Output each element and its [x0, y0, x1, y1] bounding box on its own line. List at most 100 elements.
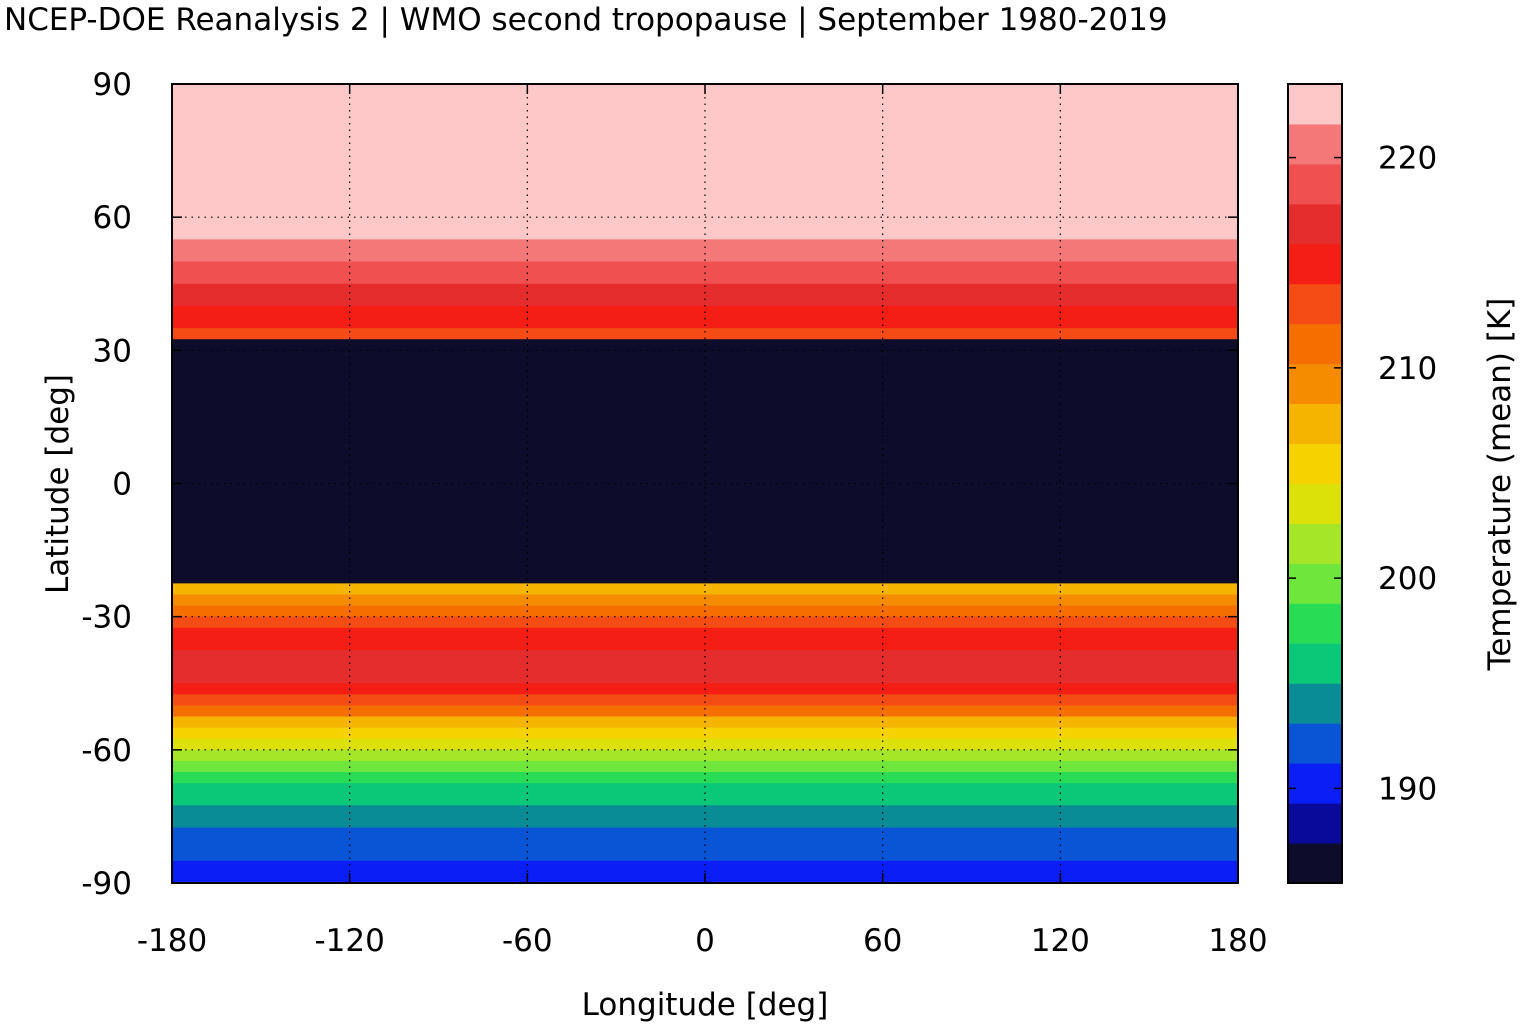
- colorbar: [1288, 84, 1342, 884]
- x-tick-label: -180: [137, 923, 207, 959]
- heatmap-cell: [172, 561, 1238, 573]
- colorbar-segment: [1288, 563, 1342, 604]
- heatmap-cell: [172, 250, 1238, 263]
- heatmap-cell: [172, 272, 1238, 285]
- y-tick-label: 0: [112, 467, 132, 503]
- heatmap-cell: [172, 405, 1238, 418]
- colorbar-tick-label: 190: [1378, 771, 1437, 807]
- heatmap-cell: [172, 283, 1238, 296]
- colorbar-segment: [1288, 243, 1342, 285]
- heatmap-cell: [172, 372, 1238, 385]
- x-axis-title: Longitude [deg]: [582, 987, 829, 1023]
- heatmap-cell: [172, 439, 1238, 451]
- heatmap-cell: [172, 194, 1238, 207]
- y-tick-label: 60: [93, 200, 132, 236]
- heatmap-cell: [172, 849, 1238, 862]
- colorbar-segment: [1288, 123, 1342, 165]
- colorbar-segment: [1288, 403, 1342, 445]
- heatmap-cell: [172, 616, 1238, 629]
- y-tick-label: 30: [93, 333, 132, 369]
- heatmap-cell: [172, 705, 1238, 718]
- colorbar-segment: [1288, 683, 1342, 724]
- colorbar-segment: [1288, 643, 1342, 684]
- gridlines: [172, 84, 1238, 883]
- colorbar-segment: [1288, 803, 1342, 844]
- heatmap-cell: [172, 783, 1238, 795]
- heatmap-cell: [172, 627, 1238, 640]
- heatmap-cell: [172, 472, 1238, 485]
- colorbar-segment: [1288, 523, 1342, 564]
- heatmap-cell: [172, 749, 1238, 762]
- y-tick-label: -60: [81, 733, 132, 769]
- heatmap-cell: [172, 860, 1238, 873]
- heatmap-cell: [172, 727, 1238, 740]
- heatmap-cell: [172, 350, 1238, 363]
- x-tick-label: 180: [1208, 923, 1267, 959]
- colorbar-segment: [1288, 443, 1342, 484]
- heatmap-cell: [172, 361, 1238, 374]
- y-tick-label: -90: [81, 866, 132, 902]
- heatmap-cell: [172, 217, 1238, 229]
- colorbar-segment: [1288, 843, 1342, 884]
- heatmap-cell: [172, 827, 1238, 840]
- x-tick-label: -60: [502, 923, 553, 959]
- heatmap-cell: [172, 450, 1238, 462]
- heatmap-cell: [172, 206, 1238, 218]
- colorbar-segment: [1288, 84, 1342, 125]
- chart-title: NCEP-DOE Reanalysis 2 | WMO second tropo…: [4, 2, 1168, 38]
- colorbar-segment: [1288, 163, 1342, 205]
- y-tick-label: 90: [93, 67, 132, 103]
- heatmap-cell: [172, 106, 1238, 118]
- heatmap-cell: [172, 638, 1238, 651]
- heatmap-cell: [172, 538, 1238, 551]
- heatmap-cell: [172, 505, 1238, 518]
- colorbar-ticks: 190 200 210 220: [1288, 141, 1437, 807]
- heatmap-cell: [172, 294, 1238, 307]
- colorbar-segment: [1288, 603, 1342, 644]
- heatmap-cell: [172, 172, 1238, 185]
- colorbar-title: Temperature (mean) [K]: [1482, 298, 1518, 672]
- colorbar-tick-label: 220: [1378, 141, 1437, 177]
- heatmap-cell: [172, 461, 1238, 474]
- x-tick-label: -120: [314, 923, 384, 959]
- heatmap-cell: [172, 183, 1238, 196]
- heatmap-cell: [172, 583, 1238, 596]
- heatmap-cell: [172, 394, 1238, 407]
- heatmap-cell: [172, 383, 1238, 396]
- heatmap-cell: [172, 328, 1238, 340]
- heatmap-cell: [172, 672, 1238, 684]
- heatmap-cell: [172, 661, 1238, 673]
- x-tick-label: 60: [863, 923, 902, 959]
- heatmap-cell: [172, 161, 1238, 174]
- y-axis-title: Latitude [deg]: [40, 374, 76, 594]
- heatmap-cell: [172, 838, 1238, 851]
- heatmap-cell: [172, 649, 1238, 662]
- heatmap-cell: [172, 594, 1238, 607]
- y-tick-label: -30: [81, 600, 132, 636]
- heatmap-cell: [172, 428, 1238, 440]
- y-axis: -90 -60 -30 0 30 60 90: [81, 67, 1238, 902]
- heatmap-cell: [172, 550, 1238, 562]
- heatmap-cell: [172, 95, 1238, 107]
- colorbar-segment: [1288, 323, 1342, 365]
- colorbar-segment: [1288, 723, 1342, 764]
- colorbar-segment: [1288, 203, 1342, 245]
- x-axis: -180 -120 -60 0 60 120 180: [137, 84, 1268, 959]
- heatmap-cell: [172, 694, 1238, 707]
- colorbar-tick-label: 200: [1378, 561, 1437, 597]
- colorbar-tick-label: 210: [1378, 351, 1437, 387]
- colorbar-frame: [1287, 83, 1343, 884]
- heatmap-cell: [172, 772, 1238, 784]
- x-tick-label: 0: [695, 923, 715, 959]
- colorbar-segment: [1288, 363, 1342, 405]
- heatmap-cell: [172, 816, 1238, 829]
- heatmap-cell: [172, 483, 1238, 496]
- heatmap-cell: [172, 239, 1238, 252]
- heatmap-cell: [172, 805, 1238, 818]
- colorbar-segment: [1288, 283, 1342, 325]
- colorbar-segment: [1288, 483, 1342, 524]
- heatmap-cell: [172, 128, 1238, 141]
- heatmap-cell: [172, 139, 1238, 152]
- heatmap-cell: [172, 516, 1238, 529]
